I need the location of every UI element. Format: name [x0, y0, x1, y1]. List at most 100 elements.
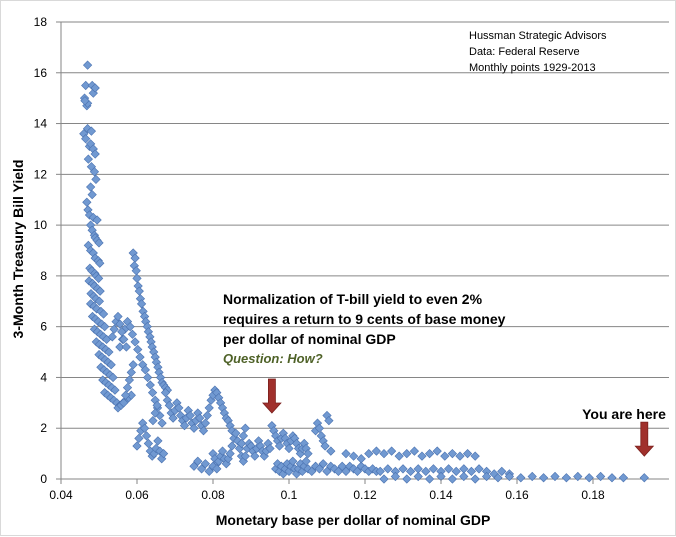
- data-point: [160, 388, 171, 398]
- data-point: [189, 461, 199, 471]
- data-point: [95, 286, 105, 296]
- data-point: [428, 464, 439, 474]
- data-point: [303, 448, 313, 459]
- data-point: [402, 474, 412, 484]
- data-point: [318, 459, 328, 469]
- data-point: [390, 471, 401, 482]
- data-point: [119, 334, 129, 344]
- data-point: [398, 464, 408, 474]
- data-point: [168, 413, 178, 423]
- data-point: [231, 428, 241, 438]
- data-point: [157, 418, 167, 428]
- source-line-3: Monthly points 1929-2013: [469, 62, 596, 74]
- data-point: [140, 365, 150, 375]
- data-point: [314, 423, 325, 433]
- data-point: [341, 448, 351, 459]
- data-point: [383, 464, 393, 474]
- data-point: [115, 319, 125, 329]
- data-point: [179, 421, 190, 431]
- data-point: [443, 464, 454, 474]
- data-point: [90, 149, 100, 159]
- data-point: [120, 390, 131, 400]
- annotation-line-3: per dollar of nominal GDP: [223, 331, 396, 347]
- data-point: [341, 466, 351, 477]
- data-point: [322, 466, 332, 477]
- data-points: [79, 60, 649, 484]
- data-point: [125, 322, 135, 332]
- source-line-1: Hussman Strategic Advisors: [469, 30, 607, 42]
- data-point: [152, 400, 162, 410]
- gridlines: [61, 21, 669, 429]
- data-point: [158, 448, 169, 459]
- data-point: [94, 238, 104, 248]
- y-tick-label-12: 12: [34, 167, 48, 181]
- data-point: [81, 80, 91, 91]
- data-point: [238, 431, 249, 441]
- data-point: [314, 464, 325, 474]
- data-point: [236, 438, 247, 449]
- data-point: [94, 296, 105, 306]
- data-point: [466, 466, 477, 477]
- data-point: [527, 471, 537, 482]
- x-tick-label-0.16: 0.16: [505, 488, 529, 502]
- data-point: [124, 375, 135, 385]
- data-point: [86, 182, 96, 192]
- y-tick-label-10: 10: [34, 218, 48, 232]
- data-point: [459, 464, 469, 474]
- data-point: [200, 459, 211, 469]
- y-tick-label-8: 8: [40, 269, 47, 283]
- data-point: [92, 215, 102, 225]
- data-point: [447, 448, 458, 459]
- y-tick-label-0: 0: [40, 472, 47, 486]
- data-point: [459, 471, 469, 482]
- x-tick-label-0.12: 0.12: [353, 488, 377, 502]
- data-point: [364, 448, 374, 459]
- data-point: [110, 385, 120, 395]
- x-tick-label-0.18: 0.18: [581, 488, 605, 502]
- data-point: [504, 471, 515, 482]
- data-point: [595, 471, 606, 482]
- data-point: [227, 441, 237, 451]
- data-point: [307, 466, 317, 477]
- data-point: [82, 124, 93, 134]
- data-point: [240, 423, 250, 433]
- data-point: [227, 426, 237, 436]
- data-point: [639, 473, 649, 483]
- data-point: [470, 451, 480, 461]
- data-point: [185, 410, 195, 421]
- data-point: [90, 83, 100, 93]
- data-point: [284, 443, 294, 454]
- data-point: [204, 403, 214, 413]
- data-point: [462, 448, 473, 459]
- data-point: [109, 324, 119, 334]
- data-point: [240, 451, 250, 461]
- data-point: [189, 423, 199, 433]
- data-point: [139, 423, 150, 433]
- data-point: [447, 474, 458, 484]
- data-point: [421, 466, 431, 477]
- data-point: [119, 398, 129, 408]
- data-point: [93, 273, 104, 284]
- data-point: [143, 438, 154, 449]
- data-point: [405, 466, 416, 477]
- annotation-line-2: requires a return to 9 cents of base mon…: [223, 311, 506, 327]
- data-point: [320, 441, 330, 451]
- data-point: [356, 454, 366, 464]
- y-axis-ticks: 0 2 4 6 8 10 12 14 16 18: [34, 15, 61, 486]
- data-point: [196, 464, 207, 474]
- data-point: [200, 418, 211, 428]
- data-point: [402, 448, 412, 459]
- data-point: [432, 446, 442, 456]
- data-point: [375, 466, 385, 477]
- data-point: [151, 443, 161, 454]
- data-point: [516, 473, 526, 483]
- data-point: [121, 342, 131, 352]
- data-point: [80, 96, 90, 106]
- data-point: [394, 451, 404, 461]
- y-tick-label-14: 14: [34, 117, 48, 131]
- x-tick-label-0.14: 0.14: [429, 488, 453, 502]
- data-point: [153, 436, 163, 446]
- data-point: [424, 448, 435, 459]
